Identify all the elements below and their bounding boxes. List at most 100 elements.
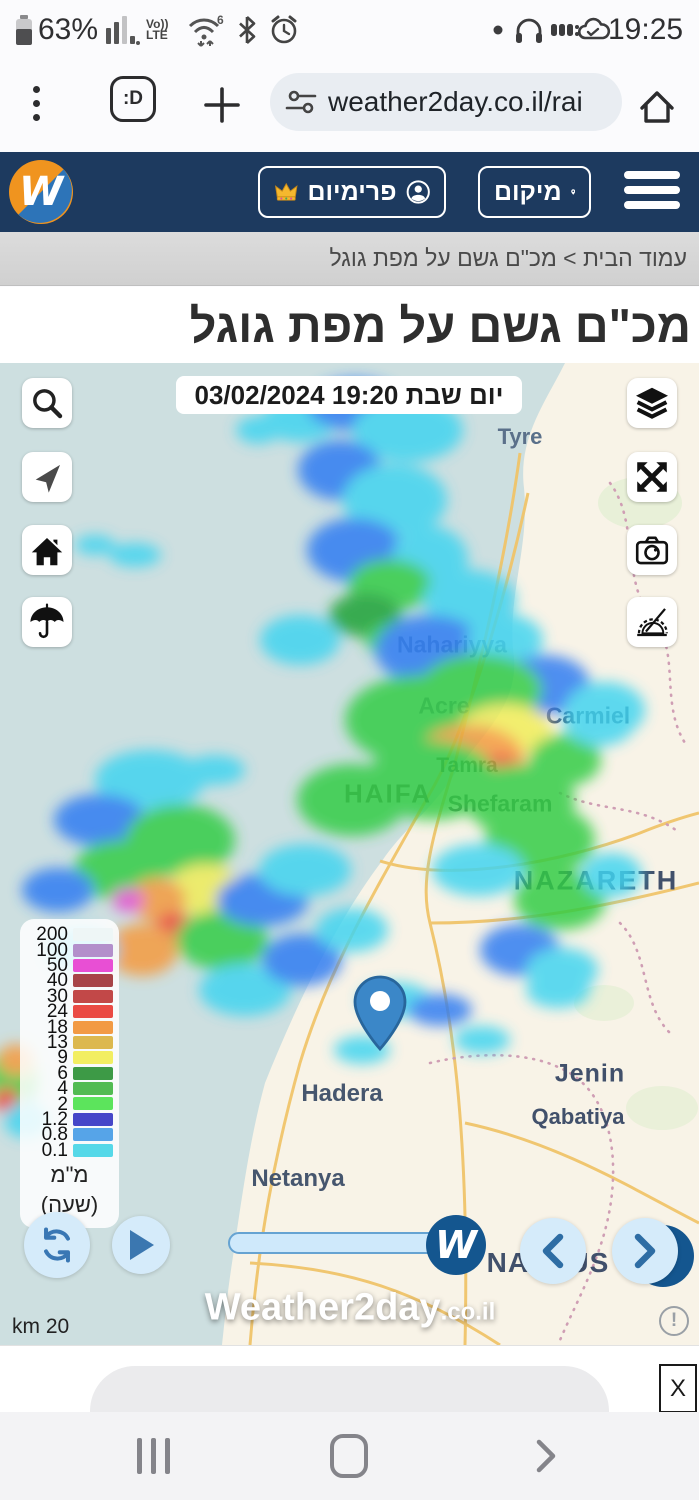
chevron-left-icon: [542, 1233, 564, 1269]
search-icon: [33, 389, 63, 419]
browser-toolbar: :D weather2day.co.il/rai: [0, 60, 699, 152]
expand-icon: [637, 462, 667, 492]
my-location-button[interactable]: [22, 452, 72, 502]
timeline-slider-handle[interactable]: W: [424, 1213, 488, 1277]
legend-row: 2: [26, 1095, 113, 1114]
signal-icon: [106, 0, 140, 60]
play-button[interactable]: [112, 1216, 170, 1274]
android-nav-bar: [0, 1412, 699, 1500]
browser-home-button[interactable]: [634, 84, 680, 130]
tab-switcher-button[interactable]: :D: [110, 76, 156, 122]
crown-icon: [274, 182, 298, 201]
site-settings-icon: [285, 90, 317, 114]
ad-banner-area: X: [0, 1345, 699, 1413]
chevron-right-icon: [634, 1233, 656, 1269]
navigation-arrow-icon: [35, 464, 61, 493]
tab-counter: :D: [122, 88, 144, 109]
vibrate-icon: [550, 0, 580, 60]
svg-text:6: 6: [217, 13, 224, 27]
location-pin-icon: [570, 189, 575, 195]
measure-button[interactable]: [627, 597, 677, 647]
precipitation-legend: 200 100 50 40 30 24 18 13 9 6 4 2 1.2 0.8 0.1 מ"מ (שעה…: [20, 919, 119, 1228]
info-button[interactable]: !: [659, 1306, 689, 1336]
bluetooth-icon: [236, 0, 258, 60]
legend-unit: מ"מ: [50, 1161, 89, 1187]
play-icon: [130, 1230, 154, 1260]
status-bar: 63% Vo)) LTE 6 19:25: [0, 0, 699, 60]
map-label: Tamra: [436, 754, 498, 777]
legend-row: 24: [26, 1002, 113, 1021]
headphones-icon: [512, 0, 546, 60]
legend-row: 0.1: [26, 1141, 113, 1160]
legend-row: 0.8: [26, 1125, 113, 1144]
sheet-grabber: [90, 1366, 609, 1413]
map-label: Jenin: [554, 1059, 626, 1088]
legend-row: 100: [26, 941, 113, 960]
map-label: Netanya: [251, 1165, 345, 1192]
legend-row: 18: [26, 1018, 113, 1037]
back-chevron-icon: [536, 1439, 556, 1473]
premium-button[interactable]: פרימיום: [258, 166, 446, 218]
site-header: W פרימיום מיקום: [0, 152, 699, 232]
map-label: NAZARETH: [513, 865, 679, 896]
camera-icon: [635, 536, 669, 565]
legend-row: 4: [26, 1079, 113, 1098]
watermark: Weather2day.co.il: [204, 1286, 496, 1329]
hamburger-menu-button[interactable]: [624, 171, 680, 209]
map-label: Shefaram: [447, 790, 553, 817]
volte-icon: Vo)) LTE: [146, 17, 169, 42]
wifi-icon: 6: [186, 0, 226, 60]
map-label: HAIFA: [344, 778, 432, 809]
fullscreen-button[interactable]: [627, 452, 677, 502]
legend-row: 9: [26, 1048, 113, 1067]
premium-label: פרימיום: [307, 177, 397, 206]
clock-time: 19:25: [608, 13, 684, 46]
new-tab-button[interactable]: [200, 83, 244, 127]
legend-row: 40: [26, 971, 113, 990]
rain-toggle-button[interactable]: [22, 597, 72, 647]
legend-row: 13: [26, 1033, 113, 1052]
battery-percent: 63%: [38, 13, 99, 46]
home-button[interactable]: [314, 1412, 384, 1500]
map-label: Acre: [418, 692, 470, 719]
prev-frame-button[interactable]: [520, 1218, 586, 1284]
search-button[interactable]: [22, 378, 72, 428]
battery-icon: [12, 0, 36, 60]
breadcrumb[interactable]: עמוד הבית > מכ"ם גשם על מפת גוגל: [0, 232, 699, 286]
screenshot-button[interactable]: [627, 525, 677, 575]
radar-map[interactable]: Tyre Nahariyya Acre Carmiel Tamra HAIFA Shefar…: [0, 363, 699, 1345]
layers-icon: [636, 387, 668, 419]
account-icon: [406, 180, 430, 204]
location-label: מיקום: [494, 177, 562, 206]
umbrella-icon: [30, 603, 64, 639]
svg-text:W: W: [19, 169, 65, 215]
legend-row: 30: [26, 987, 113, 1006]
legend-row: 1.2: [26, 1110, 113, 1129]
url-text: weather2day.co.il/rai: [328, 86, 583, 117]
refresh-button[interactable]: [24, 1212, 90, 1278]
recents-button[interactable]: [118, 1412, 188, 1500]
url-bar[interactable]: weather2day.co.il/rai: [270, 73, 622, 131]
layers-button[interactable]: [627, 378, 677, 428]
legend-row: 6: [26, 1064, 113, 1083]
close-ad-button[interactable]: X: [659, 1364, 697, 1413]
protractor-icon: [637, 608, 668, 637]
map-label: Nahariyya: [397, 631, 507, 658]
page-title: מכ"ם גשם על מפת גוגל: [0, 287, 699, 363]
map-label: Qabatiya: [531, 1104, 625, 1129]
map-scale-label: km 20: [12, 1315, 70, 1338]
recents-icon: [136, 1438, 170, 1474]
svg-text:W: W: [435, 1223, 479, 1267]
site-logo[interactable]: W: [8, 159, 74, 225]
map-label: Tyre: [497, 424, 543, 449]
home-view-button[interactable]: [22, 525, 72, 575]
next-frame-button[interactable]: [612, 1218, 678, 1284]
home-icon: [31, 538, 63, 566]
home-nav-icon: [330, 1434, 368, 1478]
map-label: Hadera: [301, 1080, 383, 1107]
location-button[interactable]: מיקום: [478, 166, 591, 218]
back-button[interactable]: [510, 1412, 580, 1500]
frame-datetime-label: 03/02/2024 19:20 יום שבת: [176, 376, 522, 414]
browser-menu-button[interactable]: [33, 86, 40, 121]
